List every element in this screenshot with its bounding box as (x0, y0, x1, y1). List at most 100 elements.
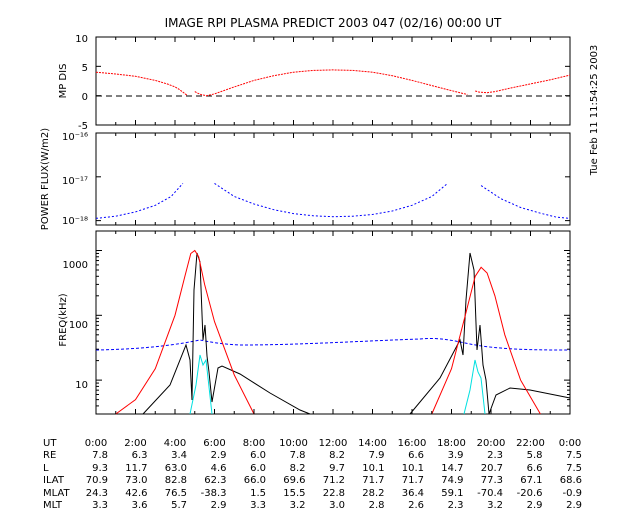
ephemeris-cell: 12:00 (319, 438, 348, 449)
panel-freq-ylabel: FREQ(kHz) (58, 293, 69, 346)
ephemeris-cell: 10.1 (402, 463, 424, 474)
ephemeris-cell: 20:00 (477, 438, 506, 449)
freq-cyan-series (189, 354, 486, 415)
panel-mp-dis-frame (95, 36, 571, 126)
ephemeris-row-label: UT (43, 438, 57, 449)
freq-echo-series (142, 252, 571, 415)
freq-gyro-series (115, 249, 541, 415)
ephemeris-cell: 8.2 (290, 463, 306, 474)
ephemeris-cell: 71.2 (323, 475, 345, 486)
ephemeris-cell: 67.1 (520, 475, 542, 486)
panel-power-flux: POWER FLUX(W/m2) 10⁻¹⁸ 10⁻¹⁷ 10⁻¹⁶ (40, 128, 571, 230)
panel-mp-dis-ticks (95, 36, 571, 126)
ephemeris-row-label: MLAT (43, 488, 70, 499)
ephemeris-cell: 20.7 (481, 463, 503, 474)
ephemeris-cell: 2.9 (566, 500, 582, 511)
ephemeris-cell: 6.0 (250, 450, 266, 461)
ephemeris-cell: 3.3 (92, 500, 108, 511)
ephemeris-cell: 2.9 (211, 450, 227, 461)
ephemeris-cell: 82.8 (165, 475, 187, 486)
ephemeris-cell: -0.9 (562, 488, 582, 499)
ephemeris-cell: 28.2 (362, 488, 384, 499)
ephemeris-cell: 14.7 (441, 463, 463, 474)
ephemeris-cell: 2.3 (448, 500, 464, 511)
ephemeris-cell: 7.5 (566, 450, 582, 461)
ephemeris-cell: 3.0 (329, 500, 345, 511)
ephemeris-cell: 70.9 (86, 475, 108, 486)
ephemeris-cell: 71.7 (402, 475, 424, 486)
ephemeris-cell: 3.2 (290, 500, 306, 511)
ephemeris-cell: -70.4 (477, 488, 503, 499)
figure-title: IMAGE RPI PLASMA PREDICT 2003 047 (02/16… (165, 16, 502, 30)
ephemeris-cell: 7.9 (369, 450, 385, 461)
ephemeris-cell: 36.4 (402, 488, 424, 499)
y-tick-label: 1000 (63, 260, 88, 271)
mp-dis-series (95, 69, 571, 97)
panel-power-flux-ticks (95, 132, 571, 225)
ephemeris-cell: 6:00 (203, 438, 225, 449)
panel-freq-ticks (95, 230, 571, 415)
ephemeris-cell: 3.2 (487, 500, 503, 511)
ephemeris-cell: 14:00 (358, 438, 387, 449)
ephemeris-cell: 18:00 (437, 438, 466, 449)
ephemeris-cell: 0:00 (559, 438, 581, 449)
timestamp-label: Tue Feb 11 11:54:25 2003 (589, 45, 600, 177)
panel-mp-dis: MP DIS -5 0 5 10 (58, 34, 571, 132)
ephemeris-cell: 63.0 (165, 463, 187, 474)
ephemeris-cell: 62.3 (204, 475, 226, 486)
power-flux-series (95, 182, 571, 219)
ephemeris-cell: 11.7 (125, 463, 147, 474)
ephemeris-cell: 24.3 (86, 488, 108, 499)
ephemeris-cell: 2.8 (369, 500, 385, 511)
ephemeris-cell: 3.9 (448, 450, 464, 461)
ephemeris-cell: 15.5 (283, 488, 305, 499)
freq-plasma-series (95, 338, 571, 351)
ephemeris-cell: 77.3 (481, 475, 503, 486)
ephemeris-cell: 2.6 (408, 500, 424, 511)
y-tick-label: 10⁻¹⁶ (62, 132, 88, 143)
ephemeris-cell: 9.3 (92, 463, 108, 474)
y-tick-label: 0 (82, 92, 88, 103)
ephemeris-cell: 3.4 (171, 450, 187, 461)
ephemeris-cell: 71.7 (362, 475, 384, 486)
ephemeris-cell: 2.9 (527, 500, 543, 511)
y-tick-label: 100 (69, 320, 88, 331)
ephemeris-cell: 68.6 (560, 475, 582, 486)
ephemeris-cell: -38.3 (201, 488, 227, 499)
ephemeris-cell: 22:00 (516, 438, 545, 449)
panel-freq-frame (95, 230, 571, 415)
ephemeris-cell: 6.0 (250, 463, 266, 474)
ephemeris-cell: 7.8 (290, 450, 306, 461)
ephemeris-cell: 59.1 (441, 488, 463, 499)
ephemeris-cell: 9.7 (329, 463, 345, 474)
ephemeris-cell: 69.6 (283, 475, 305, 486)
ephemeris-cell: 6.6 (527, 463, 543, 474)
y-tick-label: 10 (75, 380, 88, 391)
ephemeris-cell: 74.9 (441, 475, 463, 486)
ephemeris-cell: 10.1 (362, 463, 384, 474)
ephemeris-cell: 6.3 (132, 450, 148, 461)
y-tick-label: 5 (82, 63, 88, 74)
ephemeris-row-label: L (43, 463, 49, 474)
y-tick-label: -5 (78, 121, 88, 132)
ephemeris-row-label: MLT (43, 500, 63, 511)
ephemeris-row-label: RE (43, 450, 56, 461)
panel-power-flux-ylabel: POWER FLUX(W/m2) (40, 128, 51, 230)
ephemeris-cell: 8:00 (243, 438, 265, 449)
ephemeris-cell: 22.8 (323, 488, 345, 499)
y-tick-label: 10⁻¹⁸ (62, 216, 88, 227)
ephemeris-cell: 10:00 (279, 438, 308, 449)
ephemeris-cell: 5.8 (527, 450, 543, 461)
ephemeris-cell: 8.2 (329, 450, 345, 461)
ephemeris-cell: 4:00 (164, 438, 186, 449)
ephemeris-cell: -20.6 (517, 488, 543, 499)
ephemeris-cell: 7.8 (92, 450, 108, 461)
panel-mp-dis-ylabel: MP DIS (58, 64, 69, 99)
ephemeris-cell: 73.0 (125, 475, 147, 486)
ephemeris-cell: 0:00 (85, 438, 107, 449)
ephemeris-row-label: ILAT (43, 475, 65, 486)
ephemeris-cell: 5.7 (171, 500, 187, 511)
ephemeris-cell: 6.6 (408, 450, 424, 461)
ephemeris-cell: 2.9 (211, 500, 227, 511)
ephemeris-cell: 3.6 (132, 500, 148, 511)
